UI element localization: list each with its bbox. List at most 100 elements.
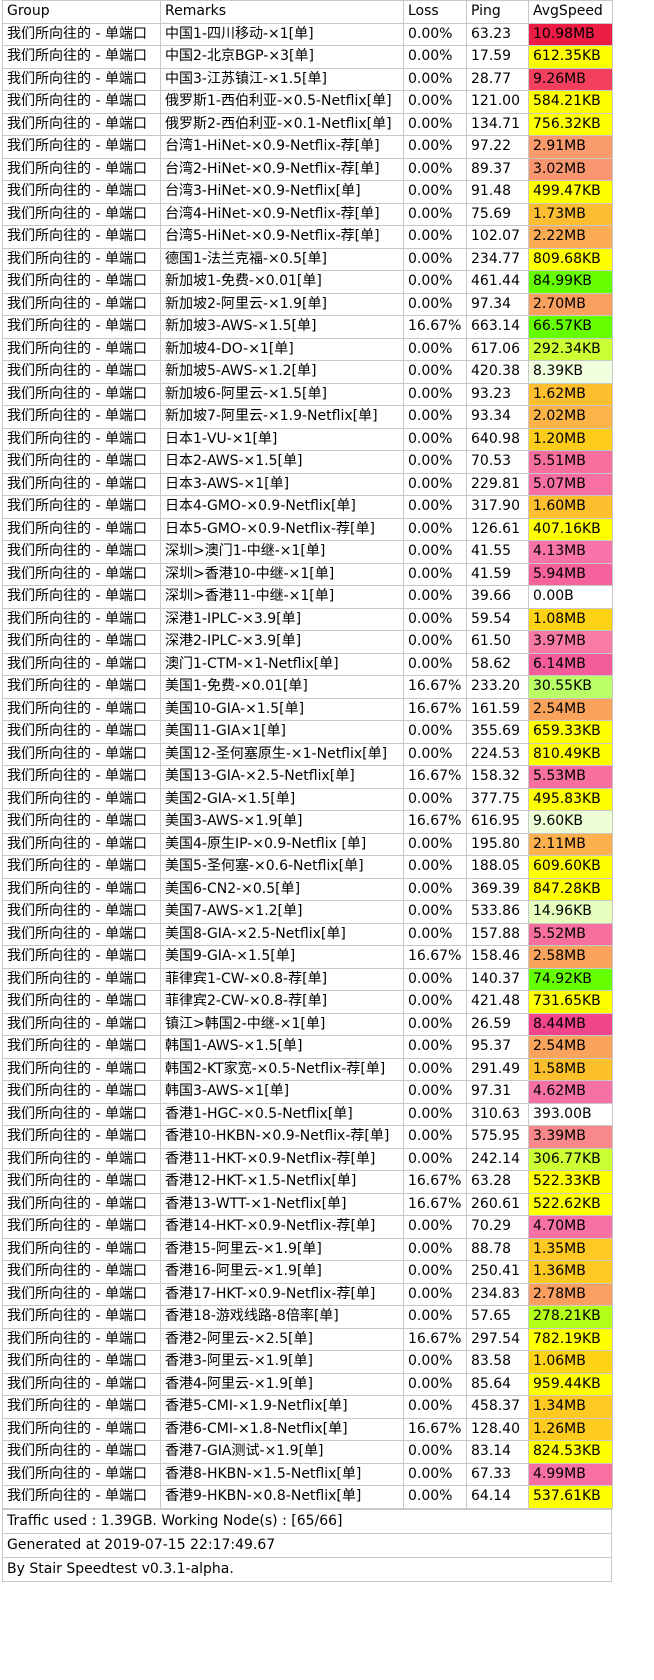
cell-avgspeed: 8.44MB — [528, 1012, 613, 1036]
cell-avgspeed: 1.08MB — [528, 607, 613, 631]
cell-loss: 0.00% — [403, 382, 467, 406]
cell-loss: 0.00% — [403, 45, 467, 69]
cell-remarks: 香港16-阿里云-×1.9[单] — [160, 1260, 404, 1284]
cell-loss: 0.00% — [403, 1237, 467, 1261]
cell-remarks: 美国2-GIA-×1.5[单] — [160, 787, 404, 811]
cell-group: 我们所向往的 - 单端口 — [2, 1282, 161, 1306]
cell-group: 我们所向往的 - 单端口 — [2, 1102, 161, 1126]
cell-loss: 0.00% — [403, 270, 467, 294]
cell-avgspeed: 3.97MB — [528, 630, 613, 654]
cell-group: 我们所向往的 - 单端口 — [2, 877, 161, 901]
cell-group: 我们所向往的 - 单端口 — [2, 742, 161, 766]
cell-avgspeed: 84.99KB — [528, 270, 613, 294]
cell-loss: 0.00% — [403, 562, 467, 586]
cell-ping: 93.34 — [466, 405, 529, 429]
cell-ping: 229.81 — [466, 472, 529, 496]
header-remarks: Remarks — [160, 0, 404, 24]
table-row: 我们所向往的 - 单端口 深圳>香港11-中继-×1[单] 0.00% 39.66 0.… — [2, 585, 613, 609]
table-row: 我们所向往的 - 单端口 香港13-WTT-×1-Netflix[单] 16.67%… — [2, 1192, 613, 1216]
cell-ping: 234.77 — [466, 247, 529, 271]
cell-group: 我们所向往的 - 单端口 — [2, 1440, 161, 1464]
cell-loss: 0.00% — [403, 292, 467, 316]
cell-loss: 0.00% — [403, 1102, 467, 1126]
table-row: 我们所向往的 - 单端口 新加坡1-免费-×0.01[单] 0.00% 461.44 8… — [2, 270, 613, 294]
cell-ping: 297.54 — [466, 1327, 529, 1351]
cell-avgspeed: 1.58MB — [528, 1057, 613, 1081]
cell-ping: 88.78 — [466, 1237, 529, 1261]
cell-remarks: 菲律宾1-CW-×0.8-荐[单] — [160, 967, 404, 991]
cell-ping: 83.58 — [466, 1350, 529, 1374]
cell-group: 我们所向往的 - 单端口 — [2, 1057, 161, 1081]
table-row: 我们所向往的 - 单端口 香港9-HKBN-×0.8-Netflix[单] 0.00… — [2, 1485, 613, 1509]
cell-group: 我们所向往的 - 单端口 — [2, 1080, 161, 1104]
cell-avgspeed: 9.26MB — [528, 67, 613, 91]
cell-remarks: 俄罗斯2-西伯利亚-×0.1-Netflix[单] — [160, 112, 404, 136]
cell-ping: 39.66 — [466, 585, 529, 609]
cell-group: 我们所向往的 - 单端口 — [2, 1147, 161, 1171]
cell-loss: 0.00% — [403, 67, 467, 91]
cell-ping: 58.62 — [466, 652, 529, 676]
cell-remarks: 香港15-阿里云-×1.9[单] — [160, 1237, 404, 1261]
cell-loss: 0.00% — [403, 180, 467, 204]
cell-ping: 616.95 — [466, 810, 529, 834]
cell-group: 我们所向往的 - 单端口 — [2, 1260, 161, 1284]
cell-avgspeed: 74.92KB — [528, 967, 613, 991]
cell-ping: 134.71 — [466, 112, 529, 136]
cell-avgspeed: 3.02MB — [528, 157, 613, 181]
cell-avgspeed: 30.55KB — [528, 675, 613, 699]
cell-group: 我们所向往的 - 单端口 — [2, 450, 161, 474]
cell-remarks: 韩国1-AWS-×1.5[单] — [160, 1035, 404, 1059]
cell-loss: 16.67% — [403, 1192, 467, 1216]
cell-avgspeed: 3.39MB — [528, 1125, 613, 1149]
cell-remarks: 美国13-GIA-×2.5-Netflix[单] — [160, 765, 404, 789]
cell-loss: 0.00% — [403, 990, 467, 1014]
cell-avgspeed: 2.70MB — [528, 292, 613, 316]
cell-group: 我们所向往的 - 单端口 — [2, 1350, 161, 1374]
cell-loss: 16.67% — [403, 1327, 467, 1351]
table-row: 我们所向往的 - 单端口 香港14-HKT-×0.9-Netflix-荐[单] 0.… — [2, 1215, 613, 1239]
cell-ping: 83.14 — [466, 1440, 529, 1464]
cell-remarks: 澳门1-CTM-×1-Netflix[单] — [160, 652, 404, 676]
cell-ping: 75.69 — [466, 202, 529, 226]
cell-group: 我们所向往的 - 单端口 — [2, 787, 161, 811]
cell-group: 我们所向往的 - 单端口 — [2, 967, 161, 991]
table-row: 我们所向往的 - 单端口 台湾2-HiNet-×0.9-Netflix-荐[单] 0… — [2, 157, 613, 181]
cell-ping: 242.14 — [466, 1147, 529, 1171]
table-row: 我们所向往的 - 单端口 韩国3-AWS-×1[单] 0.00% 97.31 4.62M… — [2, 1080, 613, 1104]
cell-group: 我们所向往的 - 单端口 — [2, 1170, 161, 1194]
cell-loss: 16.67% — [403, 315, 467, 339]
cell-loss: 0.00% — [403, 1260, 467, 1284]
table-row: 我们所向往的 - 单端口 香港4-阿里云-×1.9[单] 0.00% 85.64 959… — [2, 1372, 613, 1396]
cell-remarks: 美国9-GIA-×1.5[单] — [160, 945, 404, 969]
cell-group: 我们所向往的 - 单端口 — [2, 45, 161, 69]
header-ping: Ping — [466, 0, 529, 24]
cell-ping: 17.59 — [466, 45, 529, 69]
cell-ping: 85.64 — [466, 1372, 529, 1396]
table-row: 我们所向往的 - 单端口 新加坡6-阿里云-×1.5[单] 0.00% 93.23 1.… — [2, 382, 613, 406]
cell-loss: 0.00% — [403, 1147, 467, 1171]
cell-group: 我们所向往的 - 单端口 — [2, 405, 161, 429]
cell-ping: 575.95 — [466, 1125, 529, 1149]
cell-remarks: 菲律宾2-CW-×0.8-荐[单] — [160, 990, 404, 1014]
footer-row: Traffic used : 1.39GB. Working Node(s) :… — [2, 1508, 612, 1534]
cell-avgspeed: 847.28KB — [528, 877, 613, 901]
cell-avgspeed: 2.78MB — [528, 1282, 613, 1306]
cell-group: 我们所向往的 - 单端口 — [2, 765, 161, 789]
cell-group: 我们所向往的 - 单端口 — [2, 697, 161, 721]
table-row: 我们所向往的 - 单端口 新加坡7-阿里云-×1.9-Netflix[单] 0.00… — [2, 405, 613, 429]
cell-ping: 533.86 — [466, 900, 529, 924]
cell-loss: 0.00% — [403, 1215, 467, 1239]
cell-avgspeed: 2.54MB — [528, 697, 613, 721]
cell-remarks: 美国6-CN2-×0.5[单] — [160, 877, 404, 901]
table-row: 我们所向往的 - 单端口 新加坡5-AWS-×1.2[单] 0.00% 420.38 8… — [2, 360, 613, 384]
table-row: 我们所向往的 - 单端口 菲律宾1-CW-×0.8-荐[单] 0.00% 140.37… — [2, 967, 613, 991]
cell-group: 我们所向往的 - 单端口 — [2, 337, 161, 361]
cell-avgspeed: 810.49KB — [528, 742, 613, 766]
cell-ping: 89.37 — [466, 157, 529, 181]
speedtest-results-table: Group Remarks Loss Ping AvgSpeed 我们所向往的 … — [2, 0, 613, 1509]
cell-loss: 0.00% — [403, 630, 467, 654]
cell-group: 我们所向往的 - 单端口 — [2, 1125, 161, 1149]
cell-remarks: 美国7-AWS-×1.2[单] — [160, 900, 404, 924]
cell-ping: 97.22 — [466, 135, 529, 159]
cell-loss: 0.00% — [403, 652, 467, 676]
